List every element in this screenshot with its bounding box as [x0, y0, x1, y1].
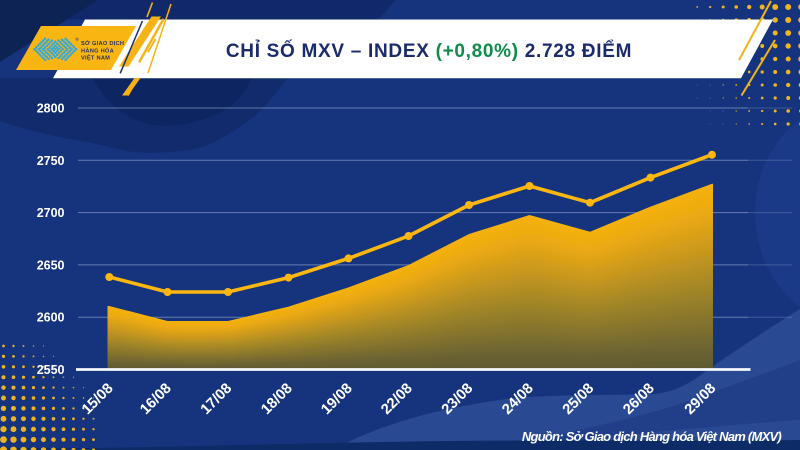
- svg-text:®: ®: [76, 37, 80, 42]
- svg-text:2650: 2650: [37, 258, 65, 272]
- svg-text:2700: 2700: [37, 206, 65, 220]
- svg-text:HÀNG HÓA: HÀNG HÓA: [81, 46, 114, 54]
- svg-text:VIỆT NAM: VIỆT NAM: [81, 53, 110, 61]
- svg-text:2600: 2600: [37, 311, 65, 325]
- svg-text:CHỈ SỐ MXV – INDEX (+0,80%) 2.: CHỈ SỐ MXV – INDEX (+0,80%) 2.728 ĐIỂM: [226, 40, 632, 62]
- svg-text:SỞ GIAO DỊCH: SỞ GIAO DỊCH: [81, 40, 124, 47]
- svg-text:2750: 2750: [37, 154, 65, 168]
- svg-text:Nguồn: Sở Giao dịch Hàng hóa V: Nguồn: Sở Giao dịch Hàng hóa Việt Nam (M…: [522, 429, 782, 444]
- svg-text:2550: 2550: [37, 363, 65, 377]
- svg-text:2800: 2800: [37, 102, 65, 116]
